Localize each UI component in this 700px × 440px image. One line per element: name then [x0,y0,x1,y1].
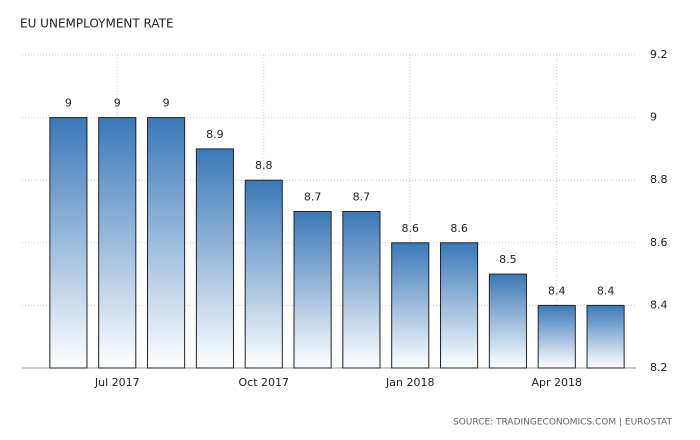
y-tick-label: 8.4 [650,298,668,311]
y-tick-label: 8.6 [650,236,668,249]
x-tick-label: Jan 2018 [385,376,434,389]
value-label: 8.8 [255,159,273,172]
bar [537,304,576,369]
value-label: 9 [65,97,72,110]
y-tick-label: 9.2 [650,48,668,61]
value-label: 8.6 [402,222,420,235]
y-tick-label: 9 [650,111,657,124]
bar [586,304,625,369]
value-label: 8.4 [597,284,615,297]
value-label: 8.7 [304,191,322,204]
source-note: SOURCE: TRADINGECONOMICS.COM | EUROSTAT [453,418,673,428]
value-label: 9 [114,97,121,110]
x-tick-label: Oct 2017 [238,376,289,389]
chart-title: EU UNEMPLOYMENT RATE [20,17,174,31]
value-label: 8.5 [499,253,517,266]
y-tick-label: 8.2 [650,361,668,374]
bar [147,117,186,369]
bar [195,148,234,369]
value-label: 9 [163,97,170,110]
value-label: 8.4 [548,284,566,297]
bar [49,117,88,369]
bar [488,273,527,369]
y-tick-label: 8.8 [650,173,668,186]
bar [342,211,381,369]
bar [98,117,137,369]
bar [391,242,430,369]
x-tick-label: Jul 2017 [94,376,140,389]
bar [440,242,479,369]
value-label: 8.9 [206,128,224,141]
value-label: 8.7 [353,191,371,204]
bar [293,211,332,369]
value-label: 8.6 [450,222,468,235]
x-tick-label: Apr 2018 [531,376,582,389]
bar [244,179,283,369]
